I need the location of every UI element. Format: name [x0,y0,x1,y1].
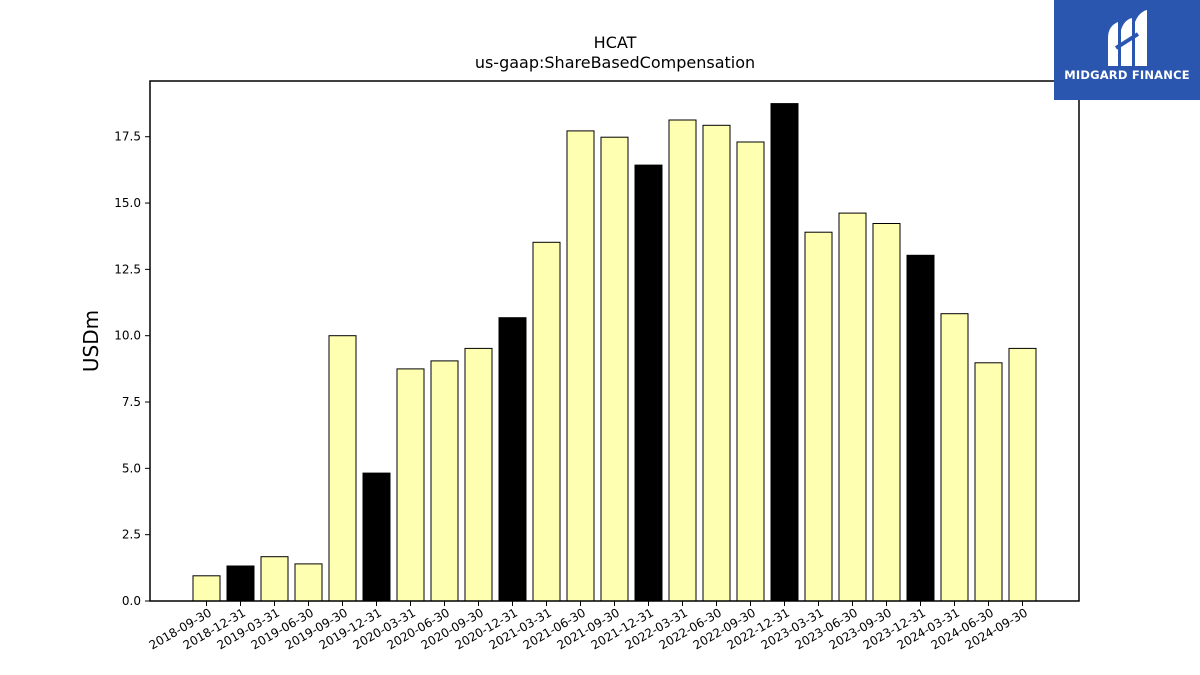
bar-2022-09-30 [736,141,765,602]
y-tick-label: 12.5 [114,262,141,276]
y-tick-label: 10.0 [114,329,141,343]
y-axis-label: USDm [79,310,103,372]
bar-2020-12-31 [498,317,527,602]
y-tick-label: 5.0 [122,461,141,475]
y-tick-label: 2.5 [122,528,141,542]
bars-group [192,103,1037,602]
bar-2021-12-31 [634,164,663,602]
x-ticks-group: 2018-09-302018-12-312019-03-312019-06-30… [147,601,1030,652]
logo-text: MIDGARD FINANCE [1064,68,1190,82]
bar-2022-03-31 [668,119,697,602]
bar-2019-09-30 [328,335,357,602]
bar-2023-06-30 [838,212,867,602]
bar-2023-12-31 [906,254,935,602]
y-tick-label: 15.0 [114,196,141,210]
midgard-finance-logo: MIDGARD FINANCE [1054,0,1200,100]
bar-2020-09-30 [464,347,493,602]
plot-frame [149,80,1080,602]
bar-2019-12-31 [362,472,391,602]
y-tick-label: 7.5 [122,395,141,409]
chart-title: HCAT [594,33,637,52]
bar-2024-06-30 [974,362,1003,602]
y-tick-label: 0.0 [122,594,141,608]
bar-2019-06-30 [294,563,323,602]
bar-2023-03-31 [804,231,833,602]
bar-2024-09-30 [1008,347,1037,602]
bar-2018-09-30 [192,575,221,602]
chart-subtitle: us-gaap:ShareBasedCompensation [475,53,755,72]
bar-2023-09-30 [872,223,901,602]
bar-2024-03-31 [940,313,969,602]
bar-2021-03-31 [532,241,561,602]
bar-2021-06-30 [566,130,595,602]
bar-2022-06-30 [702,124,731,602]
y-ticks-group: 0.0 2.5 5.0 7.5 10.0 12.5 15.0 17.5 [114,130,150,608]
midgard-logo-icon [1108,10,1147,66]
bar-2018-12-31 [226,565,255,602]
bar-2020-06-30 [430,360,459,602]
bar-2021-09-30 [600,136,629,602]
bar-2019-03-31 [260,556,289,602]
bar-2022-12-31 [770,103,799,602]
bar-2020-03-31 [396,368,425,602]
y-tick-label: 17.5 [114,130,141,144]
